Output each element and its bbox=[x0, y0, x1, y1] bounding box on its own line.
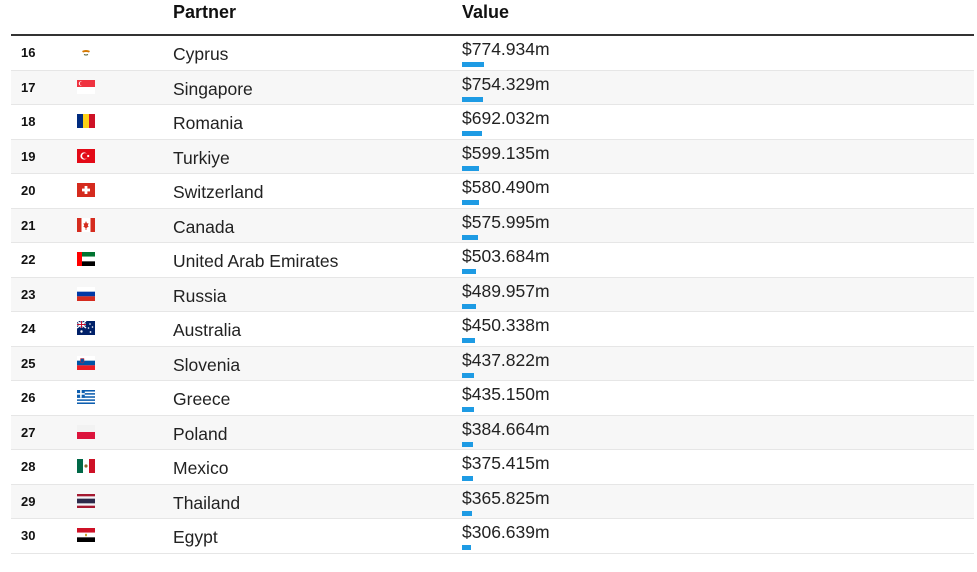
table-row[interactable]: 21 Canada $575.995m bbox=[11, 208, 974, 243]
singapore-flag-icon bbox=[77, 79, 95, 94]
value-bar bbox=[462, 96, 484, 102]
value-bar bbox=[462, 476, 473, 481]
rank-cell: 27 bbox=[21, 424, 36, 440]
table-row[interactable]: 25 Slovenia $437.822m bbox=[11, 346, 974, 381]
rank-cell: 17 bbox=[21, 79, 36, 95]
partner-name: Turkiye bbox=[173, 147, 230, 168]
value-cell: $599.135m bbox=[462, 142, 550, 163]
table-row[interactable]: 20 Switzerland $580.490m bbox=[11, 174, 974, 209]
russia-flag-icon bbox=[77, 286, 95, 301]
value-cell: $365.825m bbox=[462, 487, 550, 508]
partner-name: Russia bbox=[173, 285, 227, 306]
rank-cell: 24 bbox=[21, 321, 36, 336]
value-cell: $306.639m bbox=[462, 522, 550, 542]
value-cell: $437.822m bbox=[462, 349, 550, 370]
table-row[interactable]: 27 Poland $384.664m bbox=[11, 415, 974, 450]
value-column-header[interactable]: Value bbox=[462, 2, 510, 22]
rank-cell: 26 bbox=[21, 390, 36, 405]
value-cell: $575.995m bbox=[462, 211, 550, 232]
rank-cell: 19 bbox=[21, 148, 36, 164]
table-row[interactable]: 19 Turkiye $599.135m bbox=[11, 139, 974, 174]
value-bar bbox=[462, 234, 479, 240]
partner-name: Romania bbox=[173, 113, 244, 133]
table-row[interactable]: 30 Egypt $306.639m bbox=[11, 519, 974, 554]
partner-name: United Arab Emirates bbox=[173, 251, 339, 271]
partner-name: Slovenia bbox=[173, 354, 241, 375]
value-bar bbox=[462, 200, 479, 205]
value-cell: $489.957m bbox=[462, 280, 550, 301]
partner-name: Egypt bbox=[173, 527, 218, 547]
value-cell: $580.490m bbox=[462, 177, 550, 197]
table-row[interactable]: 26 Greece $435.150m bbox=[11, 381, 974, 416]
value-cell: $754.329m bbox=[462, 73, 550, 94]
rank-cell: 18 bbox=[21, 114, 36, 129]
partner-column-header[interactable]: Partner bbox=[173, 2, 237, 22]
rank-cell: 20 bbox=[21, 183, 36, 198]
canada-flag-icon bbox=[77, 217, 95, 232]
value-bar bbox=[462, 303, 476, 309]
value-cell: $450.338m bbox=[462, 315, 550, 335]
table-body: 16 Cyprus $774.934m 17 Singapore $754.329m 18 R… bbox=[11, 36, 974, 554]
table-row[interactable]: 22 United Arab Emirates $503.684m bbox=[11, 243, 974, 278]
value-cell: $375.415m bbox=[462, 453, 550, 473]
value-cell: $384.664m bbox=[462, 418, 550, 439]
table-row[interactable]: 29 Thailand $365.825m bbox=[11, 484, 974, 519]
value-cell: $435.150m bbox=[462, 384, 550, 404]
table-row[interactable]: 17 Singapore $754.329m bbox=[11, 70, 974, 105]
rank-cell: 25 bbox=[21, 355, 36, 371]
rank-cell: 16 bbox=[21, 45, 36, 60]
partner-name: Switzerland bbox=[173, 182, 264, 202]
turkiye-flag-icon bbox=[77, 148, 95, 163]
cyprus-flag-icon bbox=[77, 45, 95, 59]
value-bar bbox=[462, 165, 479, 171]
value-bar bbox=[462, 131, 482, 136]
table-row[interactable]: 28 Mexico $375.415m bbox=[11, 450, 974, 485]
value-bar bbox=[462, 269, 477, 274]
value-bar bbox=[462, 441, 473, 447]
table-row[interactable]: 24 Australia $450.338m bbox=[11, 312, 974, 347]
slovenia-flag-icon bbox=[77, 355, 95, 370]
value-cell: $774.934m bbox=[462, 39, 550, 59]
greece-flag-icon bbox=[77, 390, 95, 404]
table-row[interactable]: 18 Romania $692.032m bbox=[11, 105, 974, 140]
thailand-flag-icon bbox=[77, 493, 95, 508]
romania-flag-icon bbox=[77, 114, 95, 128]
value-cell: $503.684m bbox=[462, 246, 550, 266]
rank-cell: 30 bbox=[21, 528, 36, 543]
poland-flag-icon bbox=[77, 424, 95, 439]
partner-name: Singapore bbox=[173, 78, 253, 99]
value-bar bbox=[462, 372, 475, 378]
partner-name: Thailand bbox=[173, 492, 241, 513]
switzerland-flag-icon bbox=[77, 183, 95, 197]
australia-flag-icon bbox=[77, 321, 95, 335]
partner-name: Poland bbox=[173, 423, 228, 444]
uae-flag-icon bbox=[77, 252, 95, 266]
value-cell: $692.032m bbox=[462, 108, 550, 128]
rank-cell: 22 bbox=[21, 252, 36, 267]
partner-name: Greece bbox=[173, 389, 231, 409]
table-row[interactable]: 23 Russia $489.957m bbox=[11, 277, 974, 312]
rank-cell: 23 bbox=[21, 286, 36, 302]
egypt-flag-icon bbox=[77, 528, 95, 542]
value-bar bbox=[462, 407, 475, 412]
mexico-flag-icon bbox=[77, 459, 95, 473]
rank-cell: 29 bbox=[21, 493, 36, 509]
rank-cell: 28 bbox=[21, 459, 36, 474]
partner-name: Australia bbox=[173, 320, 242, 340]
partners-table: Partner Value 16 Cyprus $774.934m 17 Singapo… bbox=[11, 0, 974, 554]
value-bar bbox=[462, 510, 473, 516]
partner-name: Canada bbox=[173, 216, 235, 237]
value-bar bbox=[462, 62, 484, 67]
table-header: Partner Value bbox=[11, 0, 974, 36]
value-bar bbox=[462, 545, 471, 550]
table-row[interactable]: 16 Cyprus $774.934m bbox=[11, 36, 974, 71]
partner-name: Cyprus bbox=[173, 44, 229, 64]
value-bar bbox=[462, 338, 475, 343]
rank-cell: 21 bbox=[21, 217, 36, 233]
partner-name: Mexico bbox=[173, 458, 229, 478]
